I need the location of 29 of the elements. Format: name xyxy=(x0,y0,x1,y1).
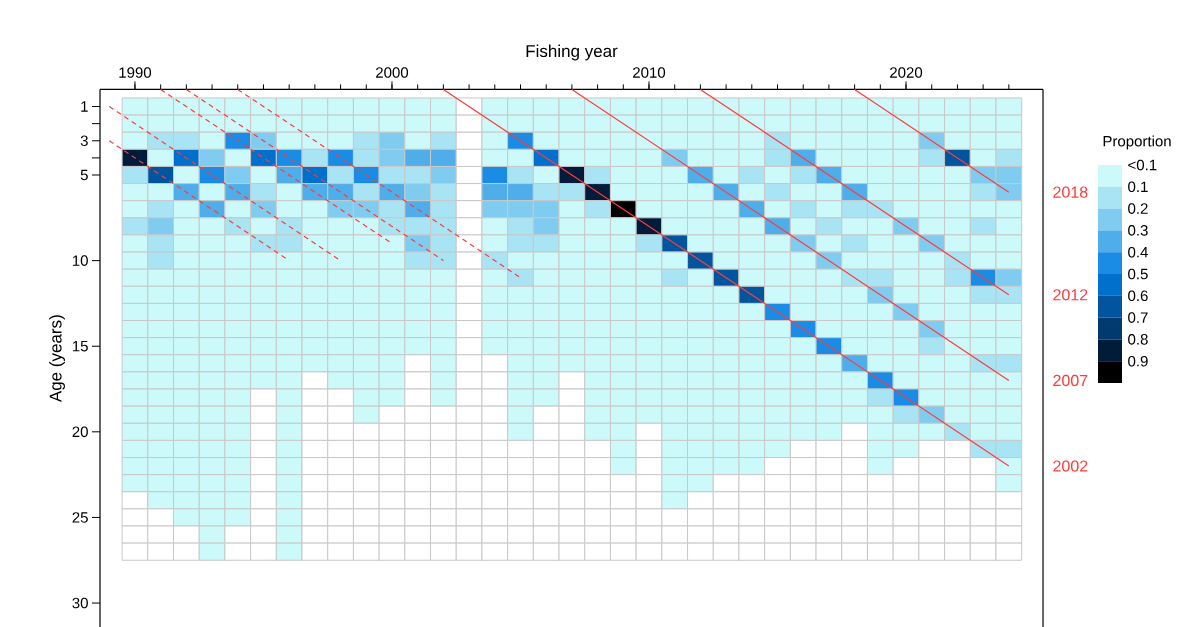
y-tick-label: 1 xyxy=(81,101,88,112)
color-bar-label: 0.1 xyxy=(1128,181,1148,193)
y-tick-label: 30 xyxy=(72,597,88,609)
x-tick-label: 1990 xyxy=(119,67,152,78)
color-bar-label: 0.6 xyxy=(1128,290,1148,302)
color-bar-label: 0.8 xyxy=(1128,334,1148,345)
y-axis-title: Age (years) xyxy=(49,315,65,403)
color-bar-label: 0.2 xyxy=(1128,203,1148,214)
y-tick-label: 25 xyxy=(72,512,88,523)
x-tick-label: 2000 xyxy=(376,67,409,78)
color-bar-label: 0.4 xyxy=(1128,246,1148,258)
text: 2012 xyxy=(1053,289,1088,301)
text: 2018 xyxy=(1053,186,1088,198)
y-tick-label: 5 xyxy=(80,169,88,181)
color-bar-label: <0.1 xyxy=(1128,159,1157,171)
text: 2007 xyxy=(1053,374,1088,387)
color-bar-label: 0.7 xyxy=(1128,312,1148,323)
y-tick-label: 10 xyxy=(72,255,88,266)
y-tick-label: 15 xyxy=(72,340,88,352)
color-bar-label: 0.9 xyxy=(1128,355,1148,367)
y-tick-label: 20 xyxy=(72,426,88,438)
x-tick-label: 2010 xyxy=(633,67,666,78)
x-tick-label: 2020 xyxy=(890,67,923,78)
text: 2002 xyxy=(1053,460,1088,472)
color-bar-label: 0.3 xyxy=(1128,225,1148,236)
color-bar-title: Proportion xyxy=(1103,135,1171,150)
color-bar-label: 0.5 xyxy=(1128,268,1148,280)
y-tick-label: 3 xyxy=(80,135,88,147)
x-axis-title: Fishing year xyxy=(526,44,618,61)
